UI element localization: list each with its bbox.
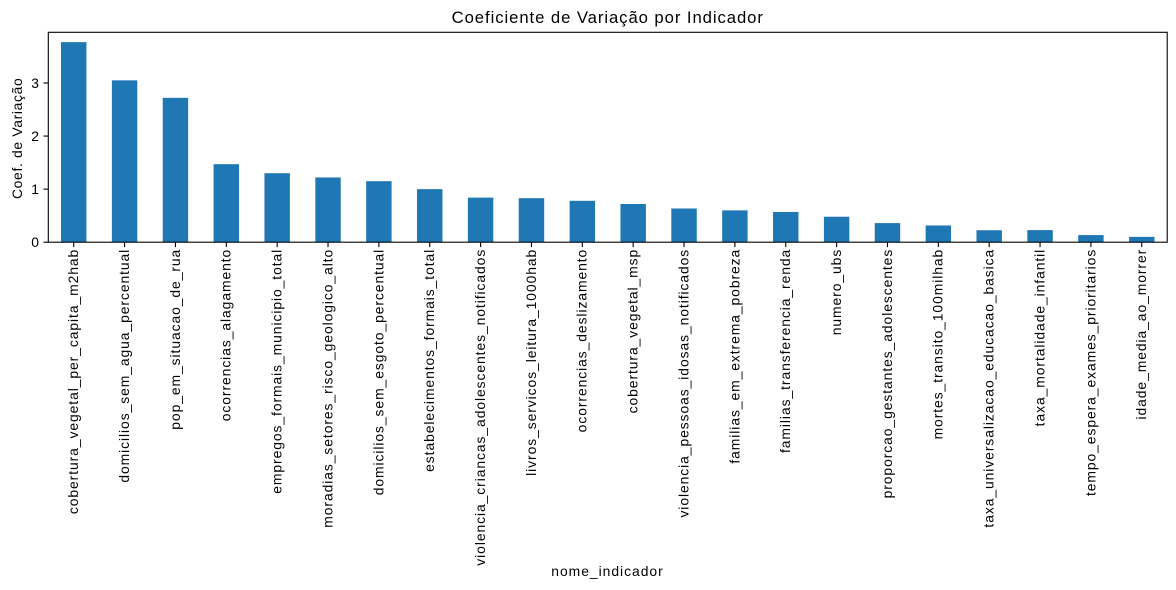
svg-text:moradias_setores_risco_geologi: moradias_setores_risco_geologico_alto: [319, 249, 335, 528]
svg-text:cobertura_vegetal_per_capita_m: cobertura_vegetal_per_capita_m2hab: [65, 249, 81, 514]
svg-text:2: 2: [31, 128, 39, 144]
svg-text:estabelecimentos_formais_total: estabelecimentos_formais_total: [421, 249, 437, 472]
svg-text:domicilios_sem_esgoto_percentu: domicilios_sem_esgoto_percentual: [370, 249, 386, 495]
svg-text:1: 1: [31, 181, 39, 197]
svg-text:0: 0: [31, 234, 39, 250]
svg-text:Coef. de Variação: Coef. de Variação: [9, 78, 25, 199]
svg-text:livros_servicos_leitura_1000ha: livros_servicos_leitura_1000hab: [523, 249, 539, 476]
svg-text:empregos_formais_municipio_tot: empregos_formais_municipio_total: [269, 249, 285, 494]
svg-text:taxa_universalizacao_educacao_: taxa_universalizacao_educacao_basica: [981, 249, 997, 528]
svg-text:nome_indicador: nome_indicador: [551, 563, 663, 579]
svg-text:domicilios_sem_agua_percentual: domicilios_sem_agua_percentual: [116, 249, 132, 483]
svg-text:ocorrencias_deslizamento: ocorrencias_deslizamento: [574, 249, 590, 433]
svg-text:numero_ubs: numero_ubs: [828, 249, 844, 335]
svg-text:pop_em_situacao_de_rua: pop_em_situacao_de_rua: [167, 249, 183, 430]
svg-text:familias_transferencia_renda: familias_transferencia_renda: [777, 249, 793, 453]
svg-text:idade_media_ao_morrer: idade_media_ao_morrer: [1133, 249, 1149, 420]
svg-text:ocorrencias_alagamento: ocorrencias_alagamento: [218, 249, 234, 421]
svg-text:3: 3: [31, 75, 39, 91]
svg-text:proporcao_gestantes_adolescent: proporcao_gestantes_adolescentes: [879, 249, 895, 499]
svg-text:tempo_espera_exames_prioritari: tempo_espera_exames_prioritarios: [1082, 249, 1098, 496]
svg-text:taxa_mortalidade_infantil: taxa_mortalidade_infantil: [1031, 249, 1047, 427]
svg-text:violencia_pessoas_idosas_notif: violencia_pessoas_idosas_notificados: [675, 249, 691, 518]
svg-text:mortes_transito_100milhab: mortes_transito_100milhab: [930, 249, 946, 440]
svg-text:violencia_criancas_adolescente: violencia_criancas_adolescentes_notifica…: [472, 249, 488, 566]
svg-text:Coeficiente de Variação por In: Coeficiente de Variação por Indicador: [452, 8, 764, 27]
svg-text:familias_em_extrema_pobreza: familias_em_extrema_pobreza: [726, 249, 742, 464]
svg-text:cobertura_vegetal_msp: cobertura_vegetal_msp: [625, 249, 641, 414]
